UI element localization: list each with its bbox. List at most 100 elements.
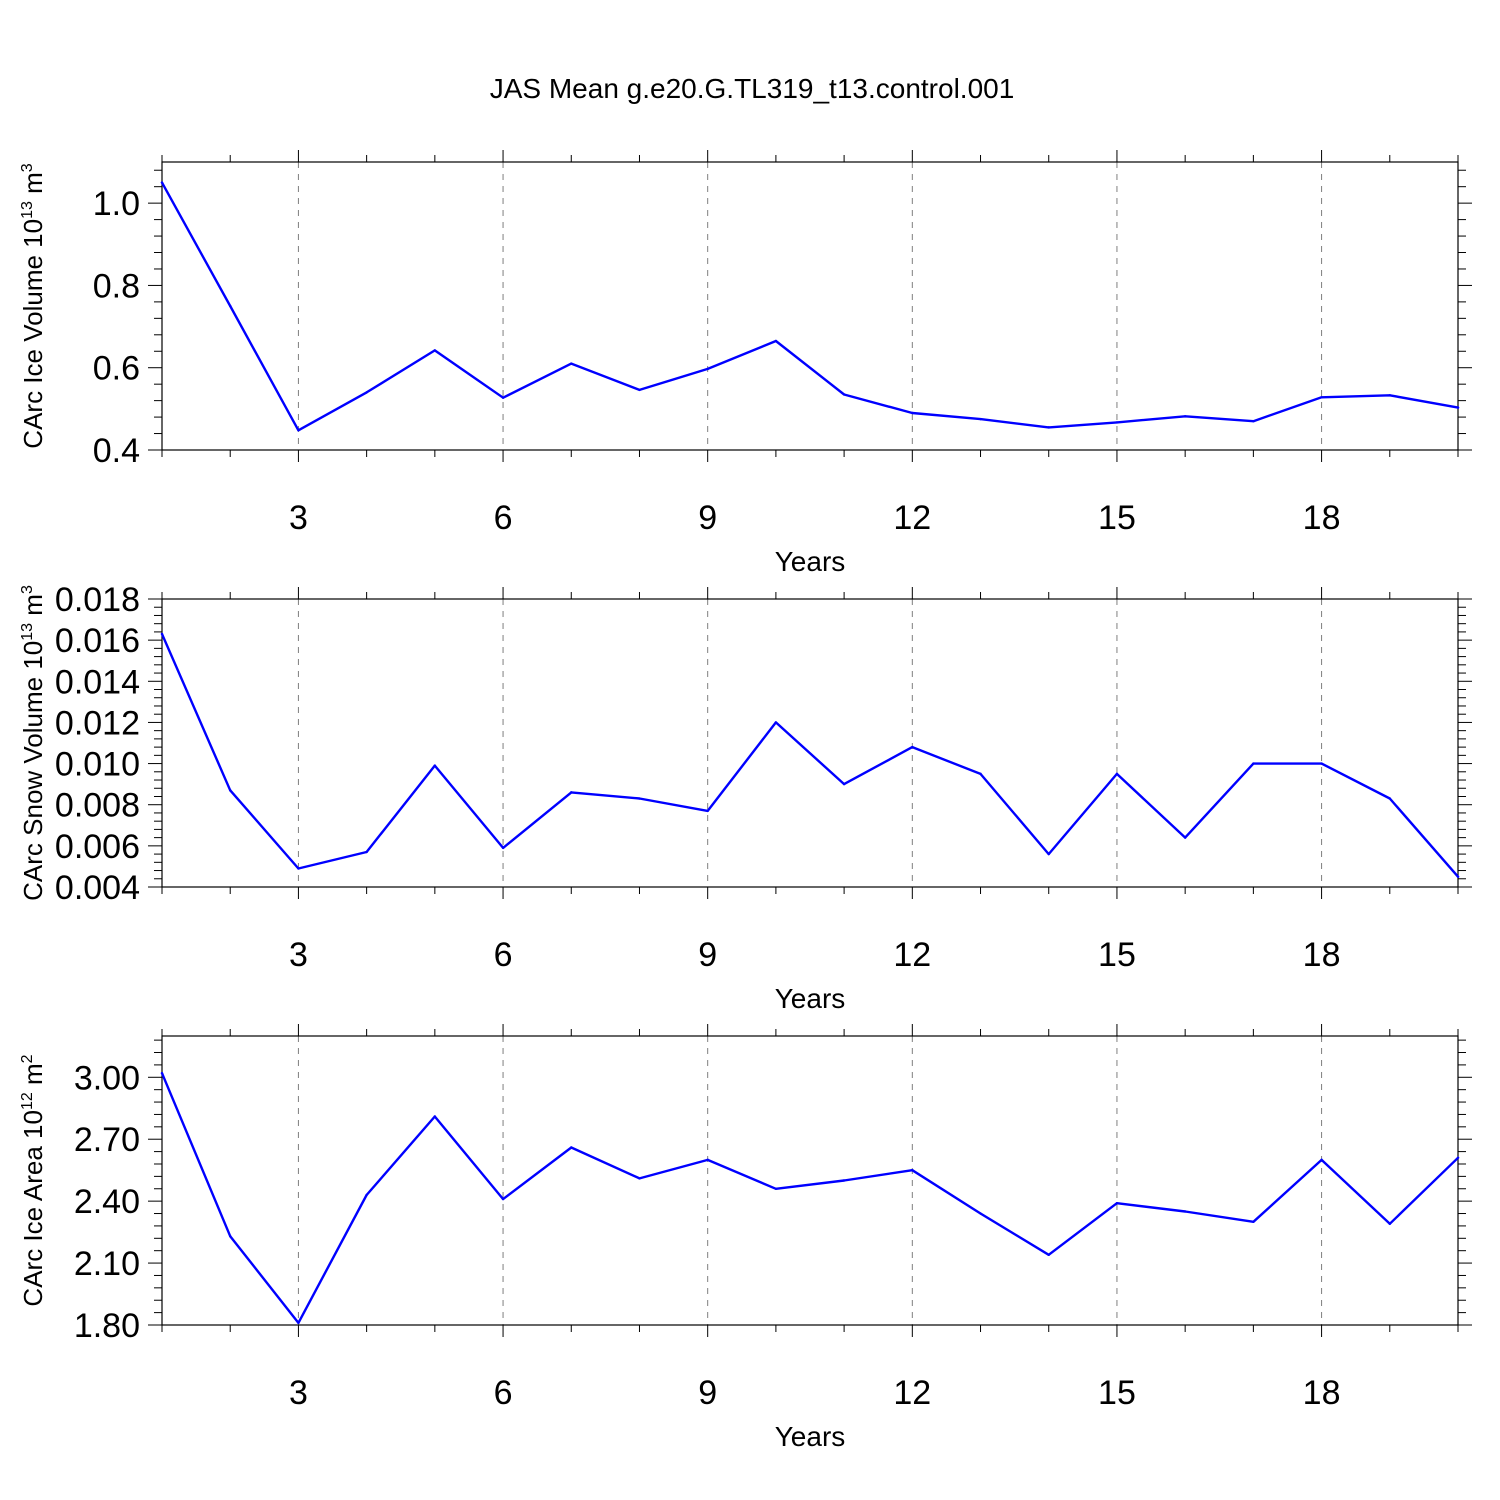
data-point xyxy=(1456,875,1460,878)
data-point xyxy=(911,745,914,749)
data-point xyxy=(774,1187,778,1190)
data-line-series-1 xyxy=(160,181,1460,432)
data-point xyxy=(160,632,164,636)
y-tick-label: 0.006 xyxy=(55,828,140,866)
data-point xyxy=(1115,421,1119,424)
data-point xyxy=(1456,406,1460,409)
y-axis-label: CArc Ice Area 1012 m2 xyxy=(18,1054,48,1306)
data-point xyxy=(501,1197,505,1201)
plot-frame xyxy=(161,598,1459,888)
data-point xyxy=(979,772,982,776)
data-point xyxy=(842,782,846,786)
y-tick-label: 1.80 xyxy=(74,1307,140,1345)
x-tick-label: 15 xyxy=(1098,499,1136,537)
data-point xyxy=(365,391,368,394)
data-line-series-1 xyxy=(160,1071,1460,1325)
data-point xyxy=(229,789,232,792)
x-axis-label: Years xyxy=(775,983,846,1014)
x-tick-label: 15 xyxy=(1098,1374,1136,1412)
data-point xyxy=(297,429,300,432)
x-axis-label: Years xyxy=(775,546,846,577)
data-point xyxy=(842,393,846,396)
x-tick-label: 6 xyxy=(494,936,513,974)
x-tick-label: 12 xyxy=(893,936,931,974)
data-point xyxy=(979,1212,982,1215)
data-point xyxy=(774,721,778,724)
y-tick-label: 0.012 xyxy=(55,704,140,742)
y-tick-label: 0.010 xyxy=(55,746,140,784)
x-tick-label: 3 xyxy=(289,1374,308,1412)
x-tick-label: 18 xyxy=(1303,1374,1341,1412)
x-tick-label: 3 xyxy=(289,936,308,974)
y-tick-label: 2.70 xyxy=(74,1121,140,1159)
data-point xyxy=(160,181,164,184)
data-point xyxy=(160,1071,164,1075)
data-point xyxy=(229,1235,232,1238)
data-point xyxy=(1115,1202,1119,1205)
x-tick-label: 12 xyxy=(893,1374,931,1412)
data-point xyxy=(1252,420,1255,423)
data-point xyxy=(1183,415,1187,418)
chart-panel-3: 1.80 2.10 2.40 2.70 3.00 3 6 9 12 15 18 Years CArc I… xyxy=(18,1024,1472,1452)
data-point xyxy=(1456,1156,1460,1159)
data-point xyxy=(638,797,641,800)
y-tick-label: 0.4 xyxy=(93,432,140,470)
y-axis-label-wrap: CArc Snow Volume 1013 m3 xyxy=(18,585,48,901)
data-point xyxy=(433,764,437,767)
y-tick-label: 0.8 xyxy=(93,267,140,305)
data-point xyxy=(1388,797,1391,800)
data-point xyxy=(570,1146,573,1149)
x-tick-label: 6 xyxy=(494,1374,513,1412)
x-tick-label: 6 xyxy=(494,499,513,537)
data-point xyxy=(638,388,641,392)
data-point xyxy=(1388,394,1391,397)
plot-frame xyxy=(161,161,1459,451)
data-point xyxy=(774,339,778,343)
data-point xyxy=(1183,1210,1187,1213)
data-point xyxy=(297,1321,300,1325)
data-point xyxy=(1320,762,1323,765)
y-axis-label: CArc Ice Volume 1013 m3 xyxy=(18,163,48,448)
y-tick-label: 0.6 xyxy=(93,350,140,388)
data-point xyxy=(706,367,709,371)
x-tick-label: 15 xyxy=(1098,936,1136,974)
data-point xyxy=(297,867,300,870)
y-tick-label: 2.10 xyxy=(74,1245,140,1283)
x-tick-label: 18 xyxy=(1303,936,1341,974)
x-tick-label: 3 xyxy=(289,499,308,537)
y-tick-label: 2.40 xyxy=(74,1183,140,1221)
data-point xyxy=(911,411,914,415)
y-tick-label: 3.00 xyxy=(74,1059,140,1097)
y-tick-label: 0.004 xyxy=(55,869,140,907)
data-point xyxy=(842,1179,846,1182)
x-tick-label: 9 xyxy=(698,499,717,537)
data-point xyxy=(706,1158,709,1162)
data-point xyxy=(1252,1220,1255,1223)
y-axis-label-wrap: CArc Ice Area 1012 m2 xyxy=(18,1054,48,1306)
x-axis-label: Years xyxy=(775,1421,846,1452)
x-tick-label: 12 xyxy=(893,499,931,537)
x-tick-label: 9 xyxy=(698,1374,717,1412)
data-point xyxy=(229,304,232,308)
chart-title: JAS Mean g.e20.G.TL319_t13.control.001 xyxy=(490,73,1015,104)
x-tick-label: 9 xyxy=(698,936,717,974)
data-point xyxy=(570,362,573,365)
y-tick-label: 0.018 xyxy=(55,581,140,619)
data-line-series-1 xyxy=(160,632,1460,878)
data-point xyxy=(1047,1253,1050,1257)
data-point xyxy=(1047,426,1050,429)
data-point xyxy=(1047,852,1050,856)
data-point xyxy=(433,1115,437,1118)
data-point xyxy=(706,809,709,813)
data-point xyxy=(1320,396,1323,399)
data-point xyxy=(365,850,368,854)
data-point xyxy=(433,349,437,352)
x-tick-label: 18 xyxy=(1303,499,1341,537)
data-point xyxy=(911,1168,914,1172)
data-point xyxy=(1320,1158,1323,1162)
data-point xyxy=(979,417,982,421)
y-tick-label: 0.016 xyxy=(55,622,140,660)
data-point xyxy=(1388,1222,1391,1226)
data-point xyxy=(638,1177,641,1180)
